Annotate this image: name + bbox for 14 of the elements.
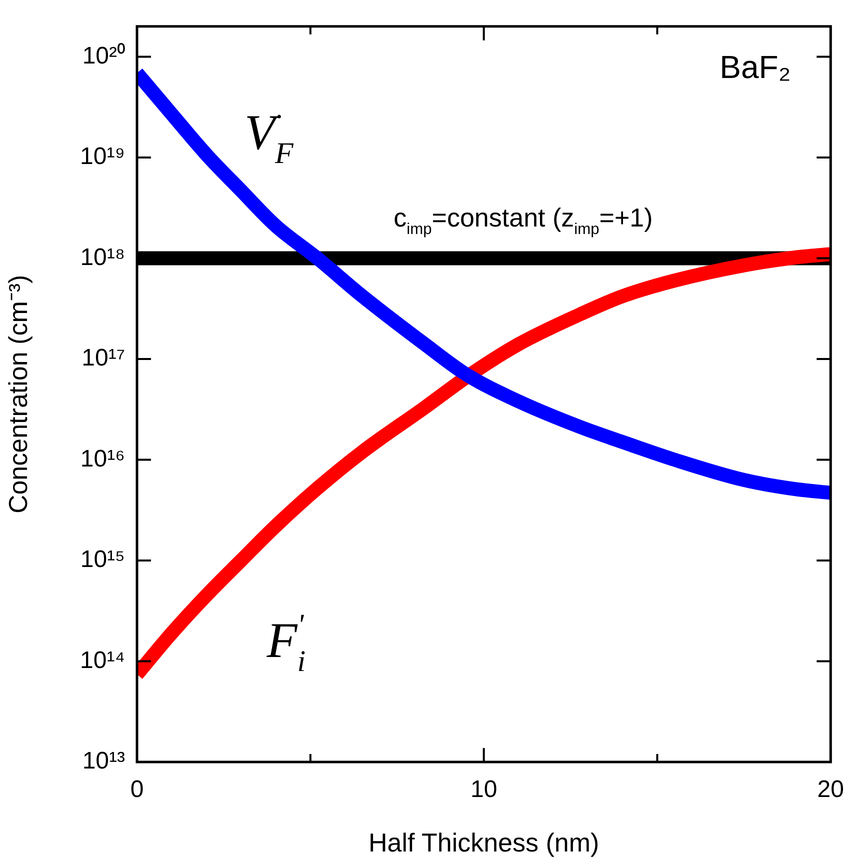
- y-tick-label: 10¹⁶: [80, 445, 125, 472]
- x-axis-title: Half Thickness (nm): [368, 828, 600, 858]
- annotation: BaF₂: [720, 48, 791, 85]
- y-axis-title: Concentration (cm⁻³): [2, 274, 33, 514]
- x-tick-label: 0: [130, 776, 144, 804]
- y-tick-label: 10¹⁴: [80, 646, 125, 674]
- x-tick-label: 10: [470, 776, 498, 804]
- y-tick-label: 10¹³: [82, 748, 125, 775]
- y-tick-label: 10¹⁵: [80, 546, 125, 574]
- y-tick-label: 10¹⁸: [80, 244, 125, 271]
- x-tick-label: 20: [817, 776, 844, 804]
- y-tick-label: 10¹⁷: [82, 344, 125, 372]
- y-tick-label: 10²⁰: [82, 42, 125, 70]
- y-tick-label: 10¹⁹: [80, 143, 125, 170]
